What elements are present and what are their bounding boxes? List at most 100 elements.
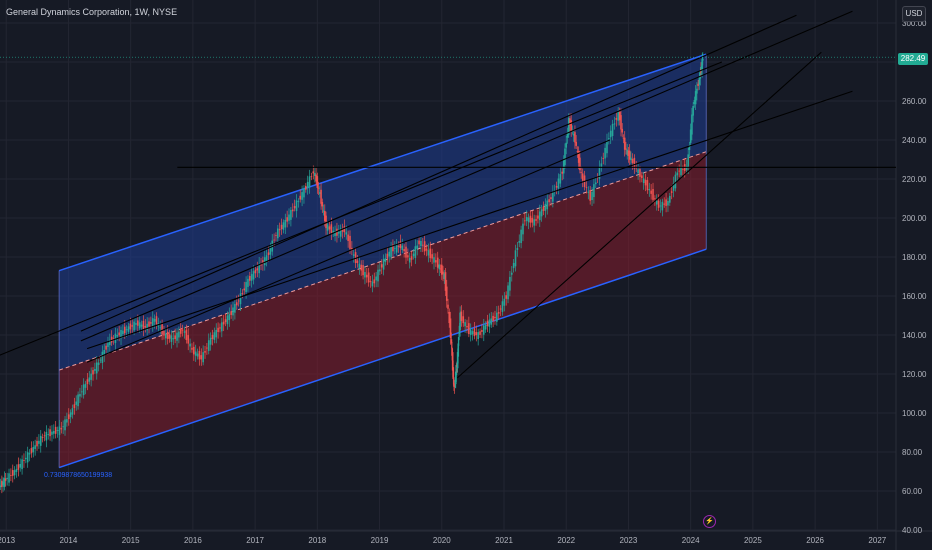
candle-body [241,293,244,294]
candle-body [650,190,652,194]
candle-body [64,419,66,431]
candle-body [235,302,238,306]
candle-body [183,331,186,333]
candle-body [667,201,669,206]
candle-body [379,269,381,272]
candle-body [615,118,618,120]
candle-body [206,347,208,349]
channel-lower-line [58,248,707,469]
candle-body [407,255,409,258]
trend-line [86,90,853,350]
candle-body [641,175,643,179]
candle-body [514,250,517,267]
candle-body [469,329,472,335]
candle-body [301,192,303,200]
candle-body [689,129,692,143]
candle-body [254,269,257,274]
candle-body [58,426,61,435]
candle-body [322,210,325,212]
candle-body [433,257,435,263]
candle-body [43,435,46,437]
candle-body [594,182,597,185]
candle-body [321,202,324,207]
candle-body [501,301,504,312]
candle-body [510,272,513,275]
candle-body [657,200,660,208]
candle-body [330,224,333,234]
candle-body [215,329,218,338]
candle-body [54,426,57,434]
candle-body [95,362,98,374]
candle-body [537,215,539,219]
y-tick-label: 100.00 [902,409,927,418]
candle-body [305,185,307,190]
candle-body [604,147,606,159]
candle-body [232,307,234,316]
candle-body [189,343,191,347]
candle-body [36,440,38,447]
candle-body [349,235,351,249]
candle-body [295,200,298,212]
candle-body [185,329,188,340]
candle-body [633,157,636,169]
candle-body [133,321,135,331]
candle-body [600,163,603,168]
candle-body [303,188,305,198]
candle-body [153,318,156,322]
y-tick-label: 80.00 [902,448,923,457]
candle-body [680,166,682,176]
candle-body [561,171,563,174]
candle-body [99,359,102,361]
candle-body [674,174,677,189]
candle-body [230,311,232,315]
candle-body [315,174,317,182]
candle-body [6,477,8,480]
candle-body [375,276,377,281]
x-tick-label: 2022 [557,536,575,545]
candle-body [512,262,515,269]
candle-body [611,124,614,136]
candle-body [397,246,400,247]
candle-body [105,345,107,350]
candle-body [204,351,206,353]
candle-body [299,195,302,200]
candle-body [19,463,22,468]
candle-body [23,460,25,462]
candle-body [151,318,154,328]
y-tick-label: 180.00 [902,253,927,262]
x-tick-label: 2027 [868,536,886,545]
candle-body [609,130,612,138]
candle-body [131,325,134,327]
candle-body [222,321,225,325]
candle-body [447,304,449,309]
candle-body [219,327,221,329]
candle-body [442,271,444,275]
candle-body [239,293,242,305]
candle-body [544,203,547,211]
candle-body [47,434,50,436]
candle-body [193,346,195,355]
candle-body [440,264,443,275]
candle-body [635,167,638,169]
candle-body [394,247,396,249]
candle-body [412,253,415,257]
candle-body [620,115,622,130]
channel-upper-line [58,53,707,272]
candle-body [81,391,83,393]
candle-body [460,311,463,321]
candle-body [312,171,315,174]
candle-body [606,140,608,154]
candle-body [278,229,281,231]
candle-body [110,336,113,343]
candle-body [77,394,79,407]
candle-body [672,183,675,191]
candle-body [625,148,627,150]
x-tick-label: 2024 [682,536,700,545]
candle-body [328,226,331,230]
candle-body [112,338,115,340]
currency-button[interactable]: USD [902,6,926,22]
candle-body [129,323,132,330]
candle-body [66,419,68,423]
lightning-icon[interactable]: ⚡ [703,515,716,528]
candle-body [267,252,270,256]
